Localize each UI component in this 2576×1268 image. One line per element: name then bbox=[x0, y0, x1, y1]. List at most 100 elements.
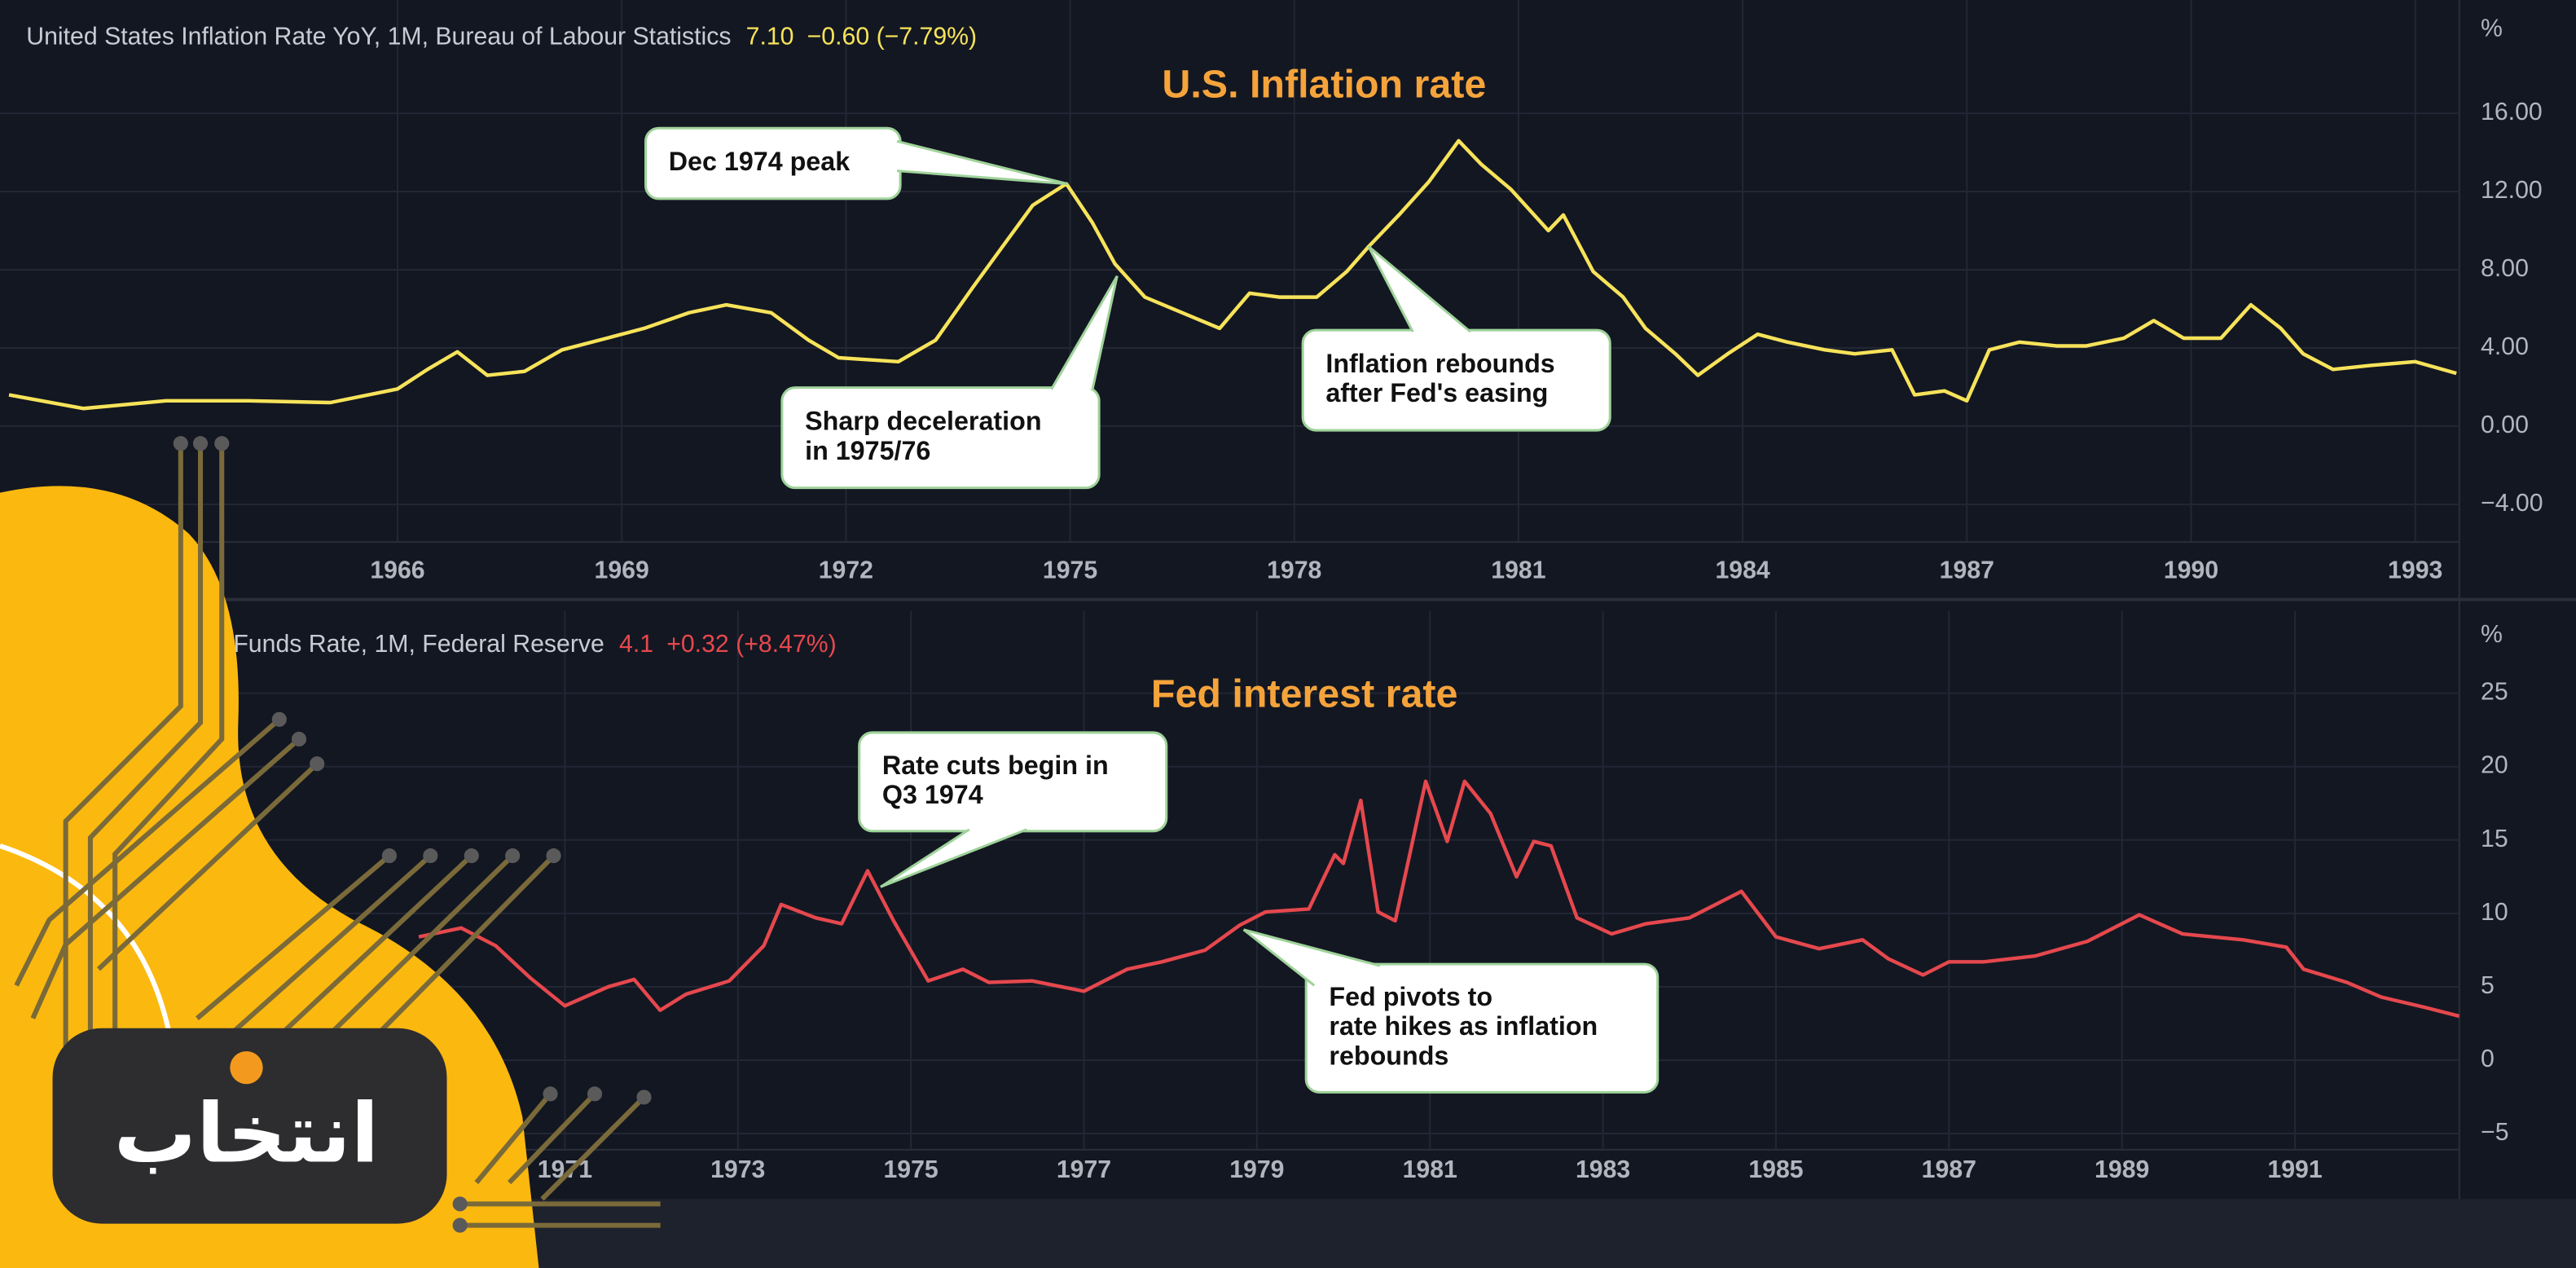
callout-text: after Fed's easing bbox=[1325, 378, 1548, 407]
x-tick-label: 1966 bbox=[370, 557, 424, 583]
data-line bbox=[8, 139, 2457, 411]
x-tick-label: 1990 bbox=[2164, 557, 2218, 583]
x-tick-label: 1984 bbox=[1715, 557, 1769, 583]
watermark-node bbox=[546, 848, 561, 864]
watermark-node bbox=[587, 1086, 603, 1102]
x-tick-label: 1973 bbox=[710, 1156, 765, 1183]
watermark-node bbox=[452, 1217, 468, 1233]
y-tick-label: 4.00 bbox=[2481, 333, 2529, 360]
x-tick-label: 1987 bbox=[1940, 557, 1994, 583]
watermark-trace bbox=[228, 853, 433, 1037]
x-tick-label: 1981 bbox=[1403, 1156, 1457, 1183]
callout-pointer-edge bbox=[1050, 275, 1119, 390]
watermark-node bbox=[381, 848, 398, 864]
y-tick-label: 8.00 bbox=[2481, 255, 2529, 282]
x-tick-label: 1993 bbox=[2388, 557, 2442, 583]
callout-text: rate hikes as inflation bbox=[1329, 1011, 1598, 1041]
callout-text: Sharp deceleration bbox=[805, 407, 1041, 436]
data-line bbox=[418, 779, 2460, 1019]
y-tick-label: 12.00 bbox=[2481, 177, 2543, 204]
watermark-trace bbox=[507, 1092, 597, 1185]
legend-name: Funds Rate, 1M, Federal Reserve bbox=[233, 631, 604, 658]
callout-box bbox=[780, 386, 1101, 490]
watermark-trace bbox=[87, 443, 204, 1051]
callout-text: Dec 1974 peak bbox=[669, 147, 850, 176]
x-tick-label: 1991 bbox=[2267, 1156, 2322, 1183]
watermark-node bbox=[423, 848, 438, 864]
y-tick-label: 16.00 bbox=[2481, 99, 2543, 125]
plot-area bbox=[8, 139, 2457, 411]
y-tick-label: 0 bbox=[2481, 1046, 2495, 1072]
y-tick-label: −5 bbox=[2481, 1119, 2508, 1146]
legend-last-value: 4.1 bbox=[619, 631, 653, 658]
watermark-node bbox=[192, 436, 209, 451]
watermark-trace bbox=[96, 762, 319, 971]
watermark-trace bbox=[63, 443, 183, 1051]
callout-pointer-edge bbox=[880, 828, 970, 888]
watermark-trace bbox=[540, 1095, 646, 1201]
plot-area bbox=[418, 779, 2460, 1019]
callout-text: Fed pivots to bbox=[1329, 982, 1492, 1011]
watermark-node bbox=[505, 848, 521, 864]
legend-name: United States Inflation Rate YoY, 1M, Bu… bbox=[26, 23, 731, 50]
watermark-node bbox=[291, 731, 307, 747]
watermark-node bbox=[452, 1196, 468, 1212]
legend-last-value: 7.10 bbox=[746, 23, 794, 50]
x-tick-label: 1985 bbox=[1748, 1156, 1803, 1183]
x-tick-label: 1981 bbox=[1491, 557, 1545, 583]
watermark-badge bbox=[52, 1028, 447, 1224]
watermark-node bbox=[543, 1086, 558, 1102]
watermark-trace bbox=[30, 737, 301, 1019]
callout-pointer bbox=[1243, 929, 1380, 986]
x-tick-label: 1987 bbox=[1922, 1156, 1976, 1183]
callout-pointer-edge bbox=[1367, 245, 1414, 332]
callout-pointer-edge bbox=[1243, 928, 1381, 967]
y-tick-label: 0.00 bbox=[2481, 412, 2529, 438]
legend-change: −0.60 (−7.79%) bbox=[807, 23, 977, 50]
x-tick-label: 1977 bbox=[1057, 1156, 1111, 1183]
y-tick-label: −4.00 bbox=[2481, 490, 2543, 517]
y-tick-label: 15 bbox=[2481, 826, 2508, 852]
x-tick-label: 1969 bbox=[595, 557, 649, 583]
y-unit: % bbox=[2481, 15, 2503, 42]
watermark-trace bbox=[14, 717, 281, 987]
callout-text: Q3 1974 bbox=[882, 780, 983, 809]
callout-text: Rate cuts begin in bbox=[882, 751, 1109, 780]
watermark-node bbox=[214, 436, 230, 451]
legend: United States Inflation Rate YoY, 1M, Bu… bbox=[26, 23, 977, 50]
watermark-text: انتخاب bbox=[114, 1088, 379, 1179]
legend-change: +0.32 (+8.47%) bbox=[666, 631, 836, 658]
callout-pointer-edge bbox=[880, 828, 1027, 888]
watermark-node bbox=[310, 756, 325, 772]
y-tick-label: 10 bbox=[2481, 899, 2508, 926]
x-tick-label: 1972 bbox=[819, 557, 873, 583]
callout-pointer-edge bbox=[1091, 275, 1119, 390]
watermark-node bbox=[464, 848, 479, 864]
x-tick-label: 1975 bbox=[1043, 557, 1097, 583]
x-tick-label: 1975 bbox=[883, 1156, 938, 1183]
callout-text: Inflation rebounds bbox=[1325, 349, 1554, 378]
watermark-node bbox=[173, 436, 188, 451]
x-tick-label: 1979 bbox=[1229, 1156, 1284, 1183]
y-unit: % bbox=[2481, 621, 2503, 648]
y-tick-label: 25 bbox=[2481, 679, 2508, 706]
watermark-node bbox=[636, 1090, 652, 1105]
x-tick-label: 1978 bbox=[1267, 557, 1321, 583]
x-tick-label: 1989 bbox=[2095, 1156, 2149, 1183]
callout-text: in 1975/76 bbox=[805, 436, 930, 465]
callout-text: rebounds bbox=[1329, 1041, 1448, 1071]
callout-pointer-edge bbox=[1367, 245, 1471, 333]
chart-title: Fed interest rate bbox=[1151, 671, 1457, 715]
callout-pointer-edge bbox=[896, 139, 1069, 186]
watermark-trace bbox=[261, 853, 473, 1054]
chart-title: U.S. Inflation rate bbox=[1162, 63, 1486, 107]
watermark-node bbox=[271, 711, 287, 727]
y-tick-label: 5 bbox=[2481, 972, 2495, 999]
watermark-trace bbox=[474, 1092, 552, 1185]
callout-pointer-edge bbox=[1242, 928, 1316, 987]
y-tick-label: 20 bbox=[2481, 752, 2508, 779]
watermark-trace bbox=[196, 853, 391, 1020]
x-tick-label: 1983 bbox=[1576, 1156, 1630, 1183]
